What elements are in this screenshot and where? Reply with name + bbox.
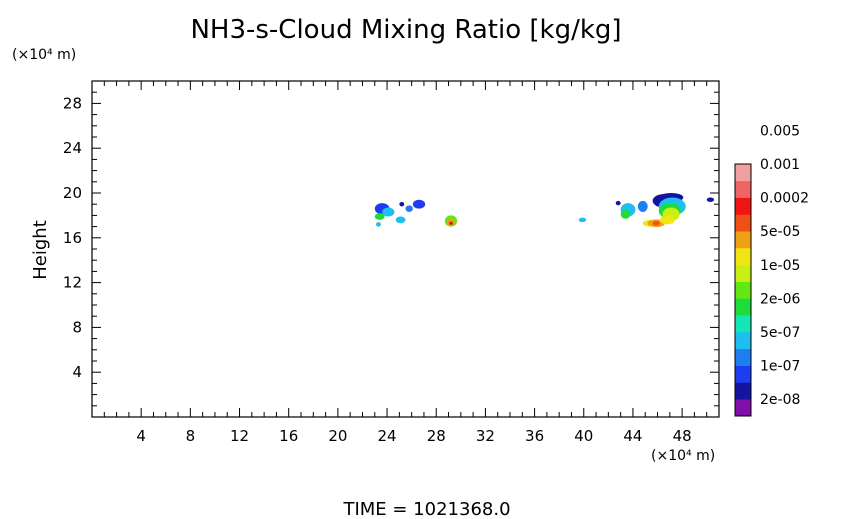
colorbar-frame bbox=[734, 163, 752, 417]
y-tick-label-2: 12 bbox=[63, 274, 82, 292]
cloud-cell-3 bbox=[375, 222, 381, 227]
x-tick-label-7: 32 bbox=[476, 427, 495, 445]
y-tick-label-4: 20 bbox=[63, 184, 82, 202]
y-tick-label-1: 8 bbox=[72, 318, 82, 336]
cloud-cells bbox=[374, 193, 715, 228]
y-axis-unit: (×10⁴ m) bbox=[12, 47, 76, 63]
colorbar-label-8: 0.005 bbox=[760, 123, 800, 139]
time-label: TIME = 1021368.0 bbox=[342, 499, 510, 519]
colorbar-label-2: 5e-07 bbox=[760, 325, 800, 341]
cloud-cell-4 bbox=[395, 216, 406, 224]
x-tick-label-3: 16 bbox=[279, 427, 298, 445]
colorbar-label-4: 1e-05 bbox=[760, 258, 800, 274]
x-tick-label-8: 36 bbox=[525, 427, 544, 445]
cloud-cell-24 bbox=[659, 215, 675, 225]
cloud-cell-14 bbox=[620, 209, 631, 219]
chart-title: NH3-s-Cloud Mixing Ratio [kg/kg] bbox=[190, 15, 621, 45]
colorbar-label-1: 1e-07 bbox=[760, 359, 800, 375]
colorbar-label-7: 0.001 bbox=[760, 157, 800, 173]
colorbar-swatch-10 bbox=[735, 231, 751, 249]
x-tick-label-0: 4 bbox=[136, 427, 146, 445]
x-tick-label-4: 20 bbox=[328, 427, 347, 445]
x-tick-label-11: 48 bbox=[673, 427, 692, 445]
colorbar: 2e-08 1e-07 5e-07 2e-06 1e-05 5e-05 0.0002 0.00… bbox=[734, 123, 809, 417]
colorbar-label-6: 0.0002 bbox=[760, 191, 809, 207]
x-tick-label-6: 28 bbox=[427, 427, 446, 445]
colorbar-swatch-0 bbox=[735, 399, 751, 417]
x-tick-label-1: 8 bbox=[186, 427, 196, 445]
y-tick-label-0: 4 bbox=[72, 363, 82, 381]
colorbar-swatch-5 bbox=[735, 315, 751, 333]
cloud-cell-12 bbox=[615, 200, 621, 206]
cloud-cell-1 bbox=[382, 207, 395, 217]
colorbar-swatch-14 bbox=[735, 164, 751, 182]
cloud-cell-11 bbox=[578, 217, 587, 223]
colorbar-swatch-13 bbox=[735, 180, 751, 198]
y-tick-label-3: 16 bbox=[63, 229, 82, 247]
plot-frame bbox=[91, 80, 720, 418]
x-tick-label-5: 24 bbox=[378, 427, 397, 445]
y-axis-label: Height bbox=[30, 220, 51, 280]
y-tick-label-5: 24 bbox=[63, 139, 82, 157]
cloud-cell-2 bbox=[374, 213, 385, 220]
cloud-cell-25 bbox=[706, 197, 715, 202]
colorbar-swatch-4 bbox=[735, 332, 751, 350]
colorbar-swatch-3 bbox=[735, 348, 751, 366]
colorbar-swatch-12 bbox=[735, 197, 751, 215]
x-tick-label-9: 40 bbox=[574, 427, 593, 445]
colorbar-label-3: 2e-06 bbox=[760, 291, 800, 307]
x-tick-label-2: 12 bbox=[230, 427, 249, 445]
x-tick-label-10: 44 bbox=[623, 427, 642, 445]
colorbar-label-0: 2e-08 bbox=[760, 392, 800, 408]
colorbar-swatch-2 bbox=[735, 365, 751, 383]
cloud-cell-7 bbox=[399, 201, 405, 207]
cloud-cell-6 bbox=[412, 199, 426, 209]
y-tick-label-6: 28 bbox=[63, 94, 82, 112]
cloud-cell-15 bbox=[637, 200, 648, 213]
x-axis-unit: (×10⁴ m) bbox=[651, 448, 715, 464]
colorbar-swatch-1 bbox=[735, 382, 751, 400]
cloud-cell-5 bbox=[405, 205, 413, 213]
colorbar-swatch-6 bbox=[735, 298, 751, 316]
colorbar-swatch-11 bbox=[735, 214, 751, 232]
colorbar-swatch-9 bbox=[735, 248, 751, 266]
colorbar-label-5: 5e-05 bbox=[760, 224, 800, 240]
colorbar-swatch-8 bbox=[735, 264, 751, 282]
cloud-cell-18 bbox=[652, 221, 660, 226]
colorbar-swatch-7 bbox=[735, 281, 751, 299]
cloud-cell-10 bbox=[449, 221, 453, 225]
